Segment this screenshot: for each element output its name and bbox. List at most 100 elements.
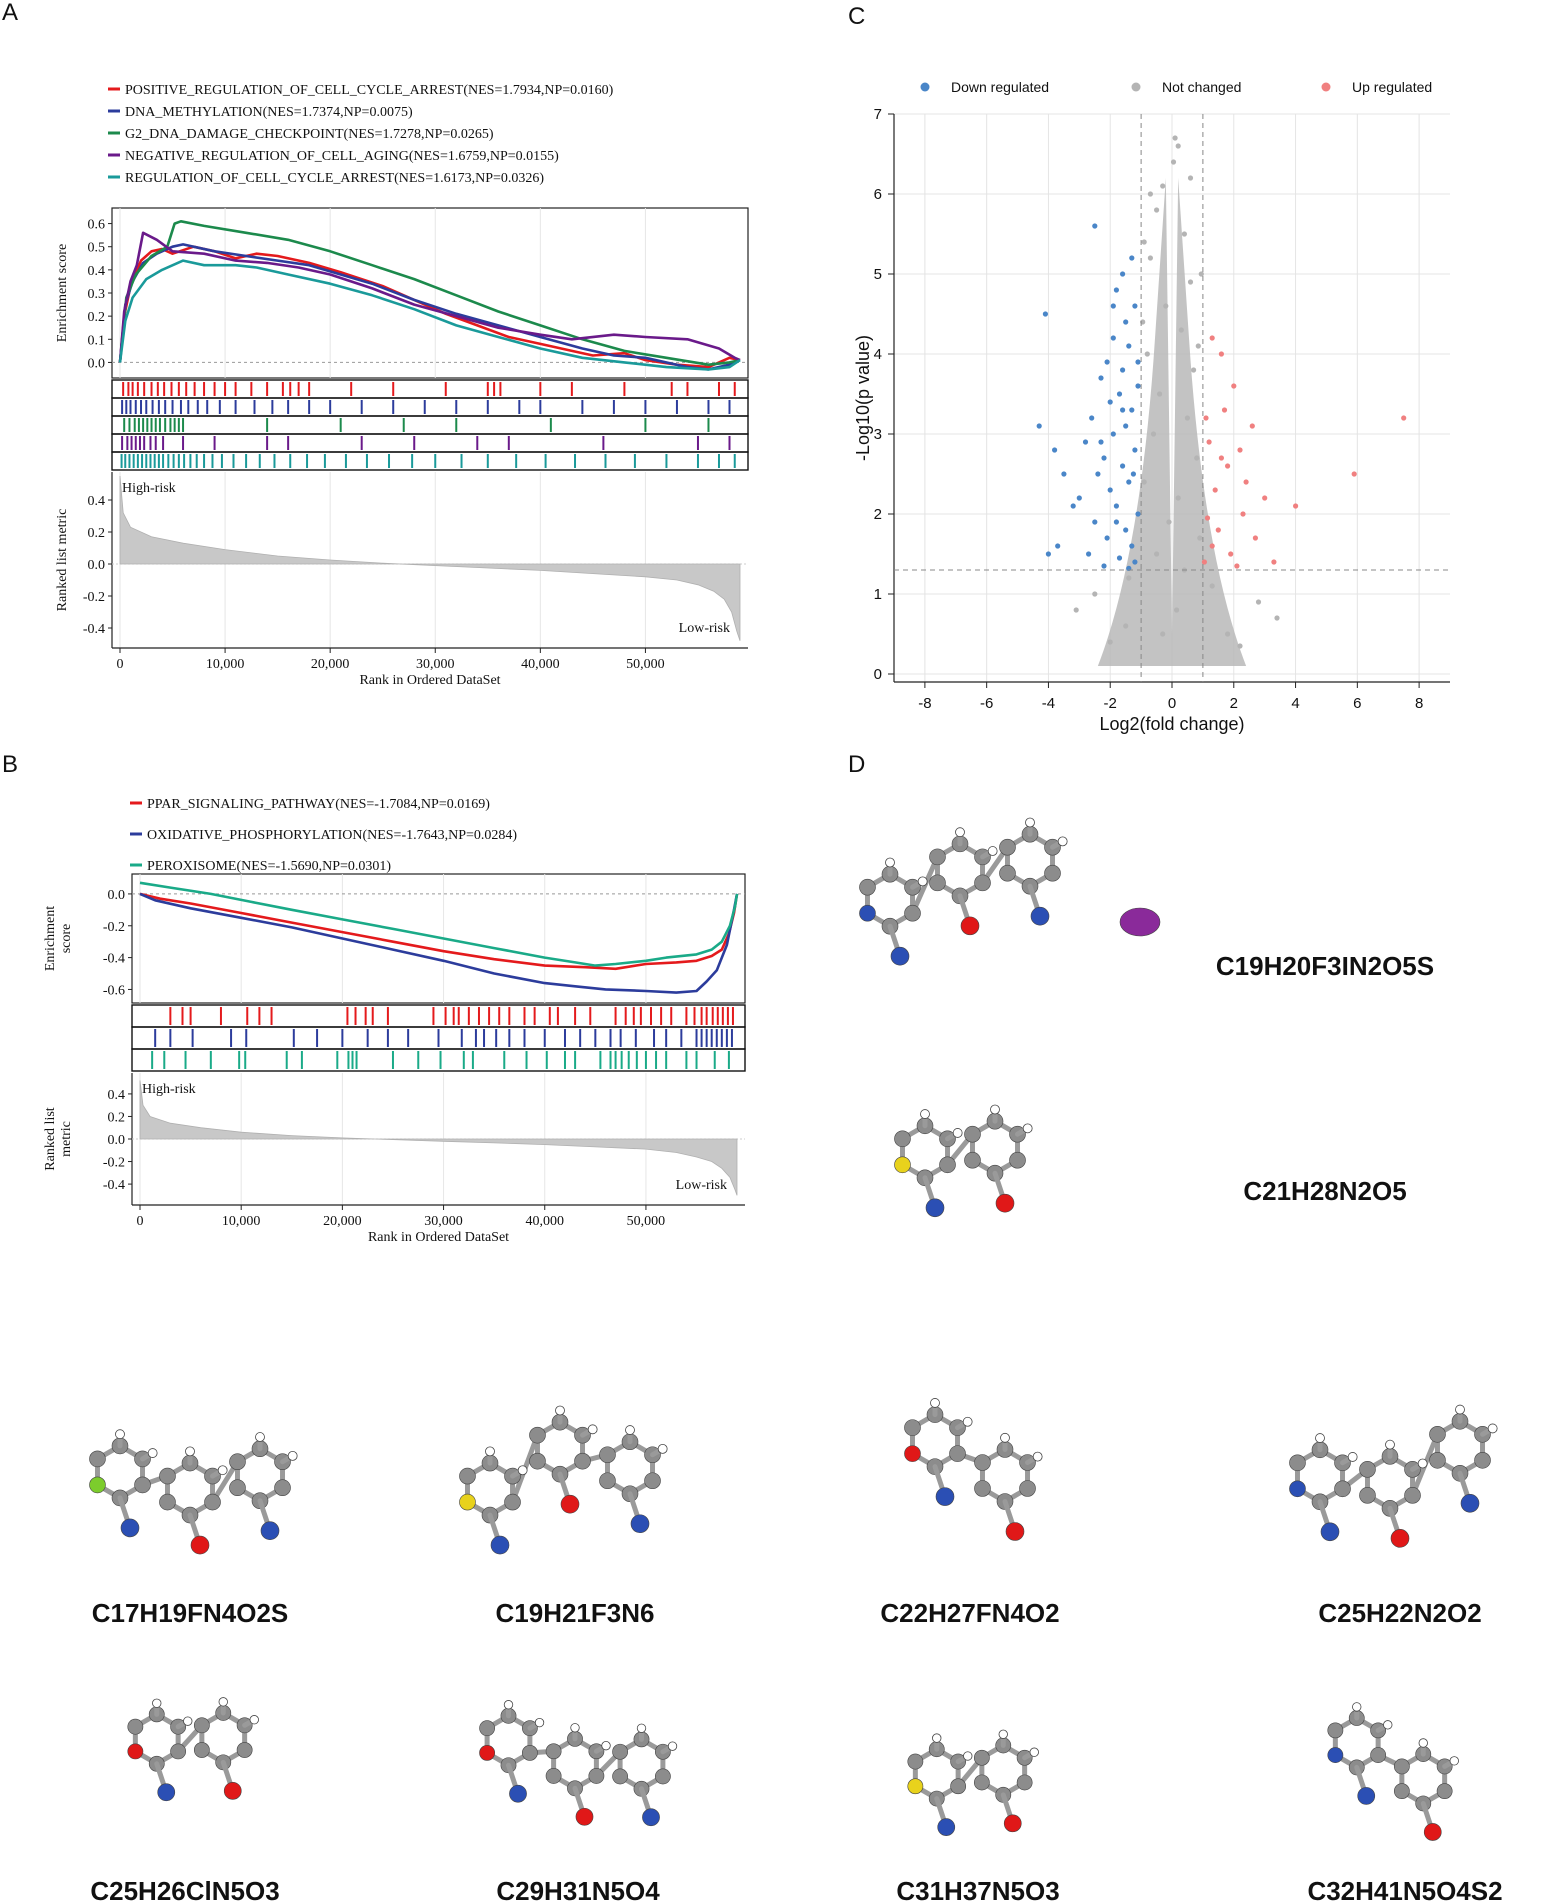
- point-down-regulated: [1098, 375, 1104, 381]
- x-tick-label: 50,000: [627, 1214, 666, 1229]
- atom-h: [1057, 836, 1068, 847]
- panel-label-b: B: [2, 751, 18, 778]
- atom-h: [249, 1715, 259, 1725]
- atom-n: [157, 1783, 176, 1802]
- atom-h: [217, 1465, 228, 1476]
- y-tick-label: 0.4: [88, 264, 106, 279]
- y-tick-label: -0.2: [103, 920, 125, 935]
- atom-c: [274, 1479, 291, 1497]
- point-up-regulated: [1218, 455, 1224, 461]
- point-not-changed: [1195, 343, 1201, 349]
- point-up-regulated: [1249, 423, 1255, 429]
- atom-c: [229, 1453, 246, 1471]
- point-down-regulated: [1086, 551, 1092, 557]
- point-not-changed: [1198, 271, 1204, 277]
- atom-c: [170, 1743, 187, 1760]
- atom-o: [995, 1193, 1015, 1213]
- point-not-changed: [1174, 607, 1180, 613]
- point-down-regulated: [1123, 423, 1129, 429]
- point-not-changed: [1073, 607, 1079, 613]
- y-tick-label: -0.2: [103, 1156, 125, 1171]
- y-tick-label: -0.4: [103, 1178, 125, 1193]
- point-down-regulated: [1132, 559, 1138, 565]
- atom-h: [962, 1416, 973, 1427]
- atom-n: [925, 1198, 945, 1218]
- y-tick-label: 5: [874, 266, 882, 283]
- atom-h: [503, 1700, 514, 1710]
- point-not-changed: [1191, 367, 1197, 373]
- atom-c: [974, 874, 991, 892]
- atom-n: [1030, 906, 1050, 926]
- rank-y-axis-label: metric: [59, 1121, 74, 1157]
- atom-h: [998, 1729, 1008, 1739]
- point-down-regulated: [1095, 471, 1101, 477]
- point-down-regulated: [1120, 463, 1126, 469]
- point-up-regulated: [1215, 527, 1221, 533]
- not-changed-density-cloud: [1097, 178, 1247, 666]
- atom-c: [159, 1493, 176, 1511]
- atom-n: [859, 904, 876, 922]
- atom-o: [560, 1494, 580, 1514]
- atom-c: [504, 1493, 521, 1511]
- point-up-regulated: [1201, 559, 1207, 565]
- atom-h: [625, 1425, 635, 1435]
- molecule-gallery: C19H20F3IN2O5S C21H28N2O5 C17H19FN4O2S C19H…: [89, 817, 1503, 1904]
- molecule-formula: C19H21F3N6: [496, 1598, 655, 1628]
- low-risk-label: Low-risk: [679, 621, 730, 636]
- molecule-formula: C19H20F3IN2O5S: [1216, 951, 1434, 981]
- atom-c: [964, 1151, 981, 1169]
- y-tick-label: 0.6: [88, 218, 106, 233]
- point-not-changed: [1187, 175, 1194, 181]
- point-up-regulated: [1262, 495, 1268, 501]
- x-tick-label: 10,000: [206, 657, 245, 672]
- atom-n: [1289, 1480, 1306, 1498]
- atom-s: [459, 1493, 476, 1511]
- y-tick-label: 0.2: [88, 310, 106, 325]
- point-up-regulated: [1243, 479, 1249, 485]
- point-down-regulated: [1110, 335, 1116, 341]
- atom-o: [1423, 1823, 1442, 1841]
- atom-h: [1352, 1702, 1362, 1712]
- legend-entry: Up regulated: [1352, 79, 1432, 95]
- atom-c: [1289, 1454, 1306, 1472]
- atom-h: [1455, 1404, 1465, 1415]
- point-up-regulated: [1237, 447, 1243, 453]
- atom-h: [667, 1741, 678, 1751]
- point-down-regulated: [1045, 551, 1051, 557]
- atom-c: [973, 1774, 990, 1791]
- atom-c: [1393, 1758, 1410, 1775]
- point-not-changed: [1175, 495, 1181, 501]
- atom-h: [1032, 1451, 1043, 1462]
- y-axis-label: Enrichment: [43, 906, 58, 971]
- atom-h: [636, 1723, 647, 1733]
- point-down-regulated: [1130, 471, 1136, 477]
- atom-h: [885, 857, 895, 868]
- atom-h: [517, 1465, 528, 1476]
- atom-n: [1357, 1787, 1376, 1805]
- point-up-regulated: [1209, 335, 1215, 341]
- point-down-regulated: [1107, 399, 1113, 405]
- rank-y-axis-label: Ranked list metric: [55, 509, 70, 612]
- point-not-changed: [1141, 239, 1147, 245]
- point-up-regulated: [1221, 407, 1228, 413]
- atom-n: [935, 1487, 955, 1506]
- point-not-changed: [1170, 159, 1177, 165]
- atom-s: [894, 1156, 911, 1174]
- rank-y-axis-label: Ranked list: [43, 1107, 58, 1170]
- atom-n: [490, 1535, 510, 1555]
- point-down-regulated: [1070, 503, 1076, 509]
- point-up-regulated: [1209, 543, 1215, 549]
- atom-h: [185, 1446, 195, 1457]
- atom-c: [236, 1742, 253, 1758]
- point-down-regulated: [1120, 367, 1126, 373]
- y-tick-label: -0.6: [103, 983, 125, 998]
- point-down-regulated: [1129, 543, 1135, 549]
- atom-c: [1429, 1451, 1446, 1469]
- atom-c: [974, 1480, 991, 1497]
- atom-h: [1315, 1433, 1325, 1443]
- legend-entry: PPAR_SIGNALING_PATHWAY(NES=-1.7084,NP=0.…: [147, 797, 490, 812]
- atom-h: [1000, 1432, 1010, 1443]
- point-up-regulated: [1206, 439, 1212, 445]
- point-down-regulated: [1092, 223, 1098, 229]
- atom-n: [890, 946, 910, 966]
